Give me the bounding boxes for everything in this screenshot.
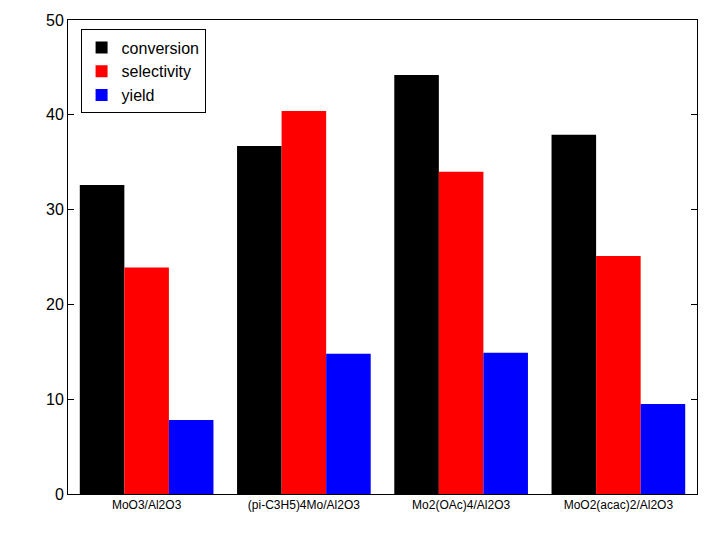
svg-text:yield: yield [122, 87, 155, 104]
svg-text:30: 30 [46, 201, 64, 218]
svg-text:MoO3/Al2O3: MoO3/Al2O3 [112, 498, 182, 512]
svg-text:conversion: conversion [122, 40, 199, 57]
svg-text:50: 50 [46, 12, 64, 29]
svg-text:MoO2(acac)2/Al2O3: MoO2(acac)2/Al2O3 [564, 498, 674, 512]
svg-text:0: 0 [55, 486, 64, 503]
svg-text:(pi-C3H5)4Mo/Al2O3: (pi-C3H5)4Mo/Al2O3 [248, 498, 360, 512]
svg-text:40: 40 [46, 106, 64, 123]
svg-text:Mo2(OAc)4/Al2O3: Mo2(OAc)4/Al2O3 [412, 498, 510, 512]
svg-text:selectivity: selectivity [122, 63, 191, 80]
svg-text:10: 10 [46, 391, 64, 408]
svg-text:20: 20 [46, 296, 64, 313]
